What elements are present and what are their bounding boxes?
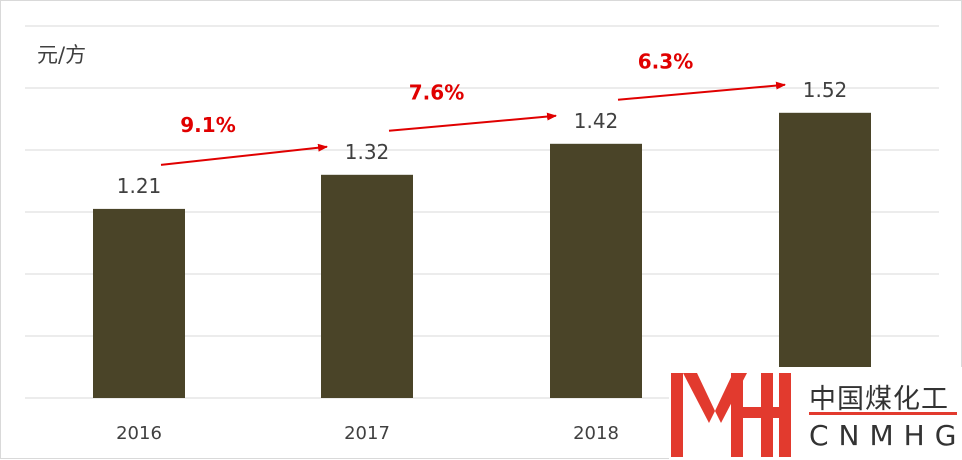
growth-arrow-1 [160, 143, 328, 166]
unit-label: 元/方 [37, 43, 87, 67]
bar-1 [93, 208, 185, 398]
category-label-1: 2016 [116, 423, 162, 444]
category-label-2: 2017 [344, 423, 390, 444]
logo-chinese-text: 中国煤化工 [809, 384, 949, 415]
logo-divider [809, 412, 957, 415]
value-label-1: 1.21 [117, 174, 162, 198]
growth-label-3: 6.3% [638, 49, 693, 73]
growth-arrow-3 [617, 81, 786, 101]
value-label-4: 1.52 [803, 78, 848, 102]
value-label-2: 1.32 [345, 140, 390, 164]
bar-3 [550, 143, 642, 398]
growth-arrow-2 [388, 112, 557, 132]
bar-2 [321, 174, 413, 398]
category-label-3: 2018 [573, 423, 619, 444]
bar-4 [779, 112, 871, 399]
logo-english-text: CNMHG [809, 419, 962, 452]
value-label-3: 1.42 [574, 109, 619, 133]
cnmhg-logo: 中国煤化工 CNMHG [669, 367, 962, 460]
logo-mark-icon [671, 373, 791, 457]
growth-label-1: 9.1% [180, 113, 235, 137]
growth-label-2: 7.6% [409, 80, 464, 104]
